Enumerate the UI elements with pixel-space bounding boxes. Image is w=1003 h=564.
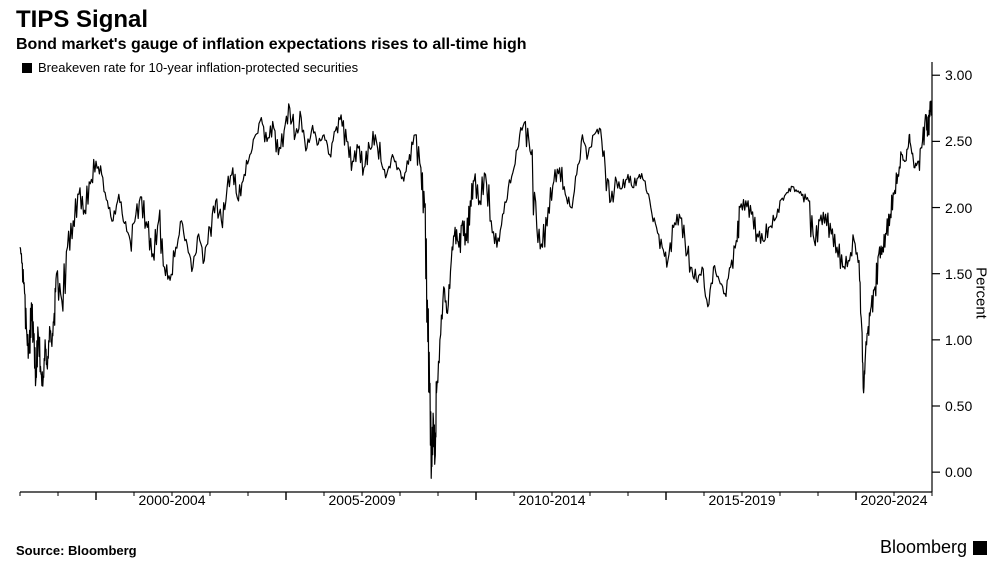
x-tick-label: 2015-2019 (709, 492, 776, 508)
y-tick-label: 0.00 (945, 464, 972, 480)
chart-title: TIPS Signal (16, 6, 987, 34)
y-tick-label: 2.00 (945, 200, 972, 216)
y-tick-label: 2.50 (945, 133, 972, 149)
line-chart (16, 58, 987, 528)
x-tick-label: 2005-2009 (329, 492, 396, 508)
brand-text: Bloomberg (880, 537, 967, 558)
brand-square-icon (973, 541, 987, 555)
y-tick-label: 0.50 (945, 398, 972, 414)
source-label: Source: Bloomberg (16, 543, 137, 558)
x-tick-label: 2020-2024 (861, 492, 928, 508)
y-tick-label: 1.00 (945, 332, 972, 348)
x-axis-labels: 2000-2004 2005-2009 2010-2014 2015-2019 2020… (16, 492, 932, 512)
brand-label: Bloomberg (880, 537, 987, 558)
y-axis-title: Percent (973, 267, 990, 319)
y-tick-label: 1.50 (945, 266, 972, 282)
legend-label: Breakeven rate for 10-year inflation-pro… (38, 60, 358, 75)
x-tick-label: 2000-2004 (139, 492, 206, 508)
y-tick-label: 3.00 (945, 67, 972, 83)
chart-subtitle: Bond market's gauge of inflation expecta… (16, 36, 987, 54)
legend: Breakeven rate for 10-year inflation-pro… (22, 60, 358, 75)
legend-swatch-icon (22, 63, 32, 73)
x-tick-label: 2010-2014 (519, 492, 586, 508)
chart-area: Breakeven rate for 10-year inflation-pro… (16, 58, 987, 528)
